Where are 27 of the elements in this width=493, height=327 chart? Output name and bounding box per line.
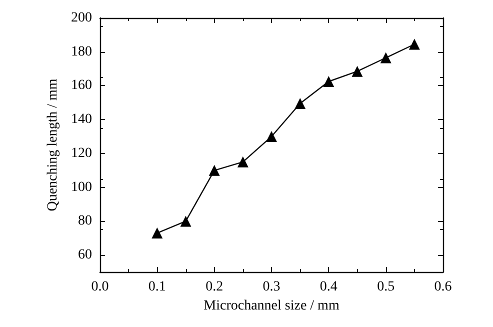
y-axis-title: Quenching length / mm — [46, 78, 60, 212]
point — [152, 228, 163, 239]
x-tick-label: 0.0 — [91, 280, 109, 294]
x-tick-label: 0.1 — [148, 280, 166, 294]
x-axis-title: Microchannel size / mm — [204, 298, 340, 314]
y-tick-label: 160 — [71, 78, 92, 94]
point — [208, 164, 220, 176]
point — [352, 66, 363, 77]
point — [237, 156, 248, 168]
point — [266, 131, 277, 142]
point — [294, 98, 306, 110]
x-tick-label: 0.3 — [262, 280, 280, 294]
x-tick-label: 0.5 — [377, 280, 395, 294]
point — [380, 52, 392, 64]
y-tick-label: 200 — [71, 10, 92, 26]
y-tick-label: 60 — [78, 248, 92, 263]
point — [323, 76, 334, 87]
x-tick-label: 0.2 — [206, 280, 224, 294]
point — [408, 38, 420, 50]
x-tick-label: 0.6 — [434, 280, 452, 294]
y-tick-label: 100 — [71, 180, 92, 195]
y-tick-label: 180 — [71, 44, 92, 60]
point — [180, 216, 192, 227]
y-tick-label: 120 — [71, 146, 92, 161]
y-tick-label: 140 — [71, 112, 92, 128]
y-tick-label: 80 — [78, 214, 92, 229]
x-tick-label: 0.4 — [320, 280, 338, 294]
